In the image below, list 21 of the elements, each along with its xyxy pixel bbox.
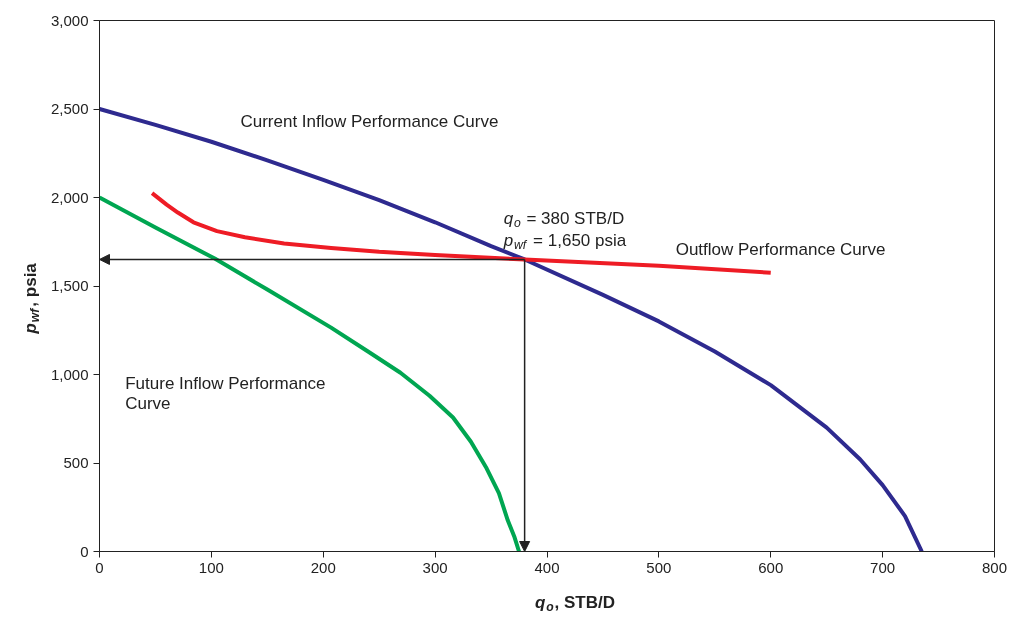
x-tick-label: 0 — [95, 558, 104, 576]
x-tick-label: 400 — [534, 558, 560, 576]
y-tick-label: 1,000 — [50, 365, 89, 383]
y-tick-label: 500 — [63, 454, 89, 471]
line-series — [99, 107, 924, 552]
x-tick-label: 200 — [310, 558, 336, 576]
x-tick-label: 300 — [422, 558, 448, 576]
y-tick-label: 0 — [80, 542, 89, 560]
y-tick-label: 2,500 — [50, 100, 89, 117]
text: Future Inflow Performance Curve — [125, 374, 326, 414]
x-tick-label: 500 — [646, 558, 672, 576]
x-tick-label: 100 — [198, 558, 224, 576]
x-tick-label: 600 — [758, 558, 784, 576]
x-tick-label: 800 — [981, 558, 1008, 576]
y-tick-label: 3,000 — [50, 11, 89, 29]
series-label: Current Inflow Performance Curve — [240, 111, 499, 131]
y-tick-label: 2,000 — [50, 188, 89, 206]
series-label: Outflow Performance Curve — [675, 239, 886, 259]
y-axis-title: pwf, psia — [21, 262, 42, 335]
y-tick-label: 1,500 — [50, 277, 89, 294]
x-tick-label: 700 — [870, 558, 896, 576]
